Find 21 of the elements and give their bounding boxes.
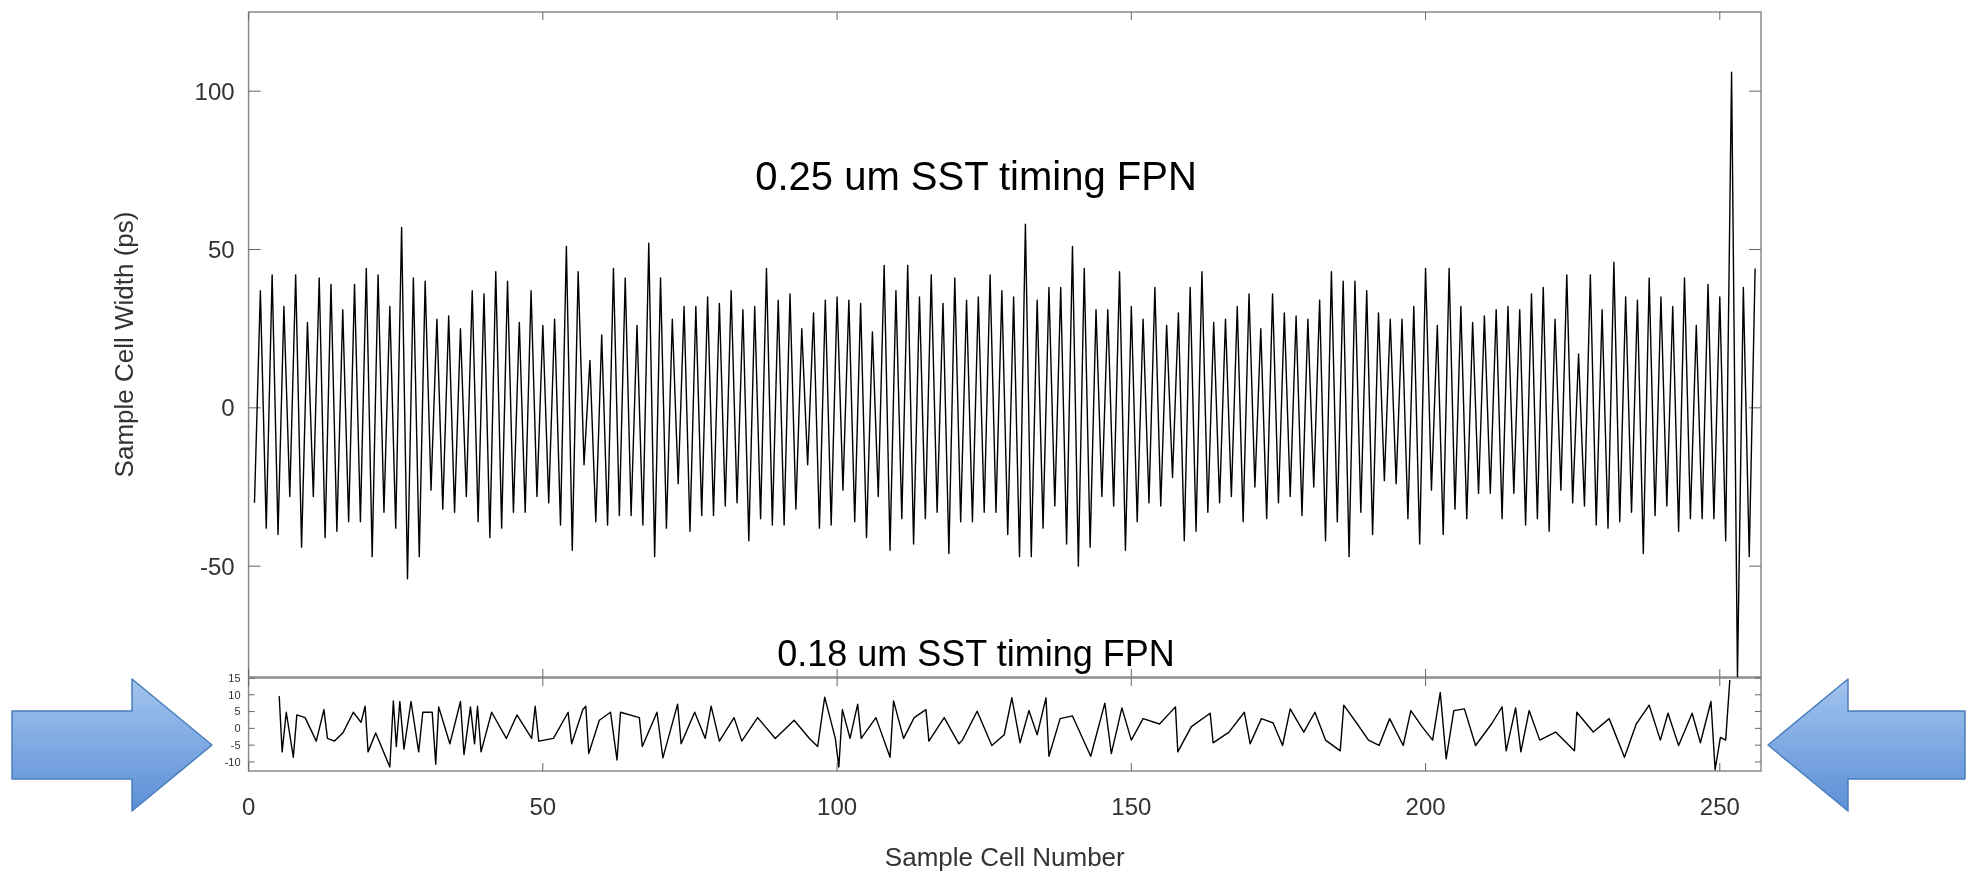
x-tick-label: 100 (817, 793, 858, 820)
x-tick-label: 200 (1405, 793, 1446, 820)
y-tick-label: -50 (199, 552, 235, 580)
line-series (278, 679, 1731, 771)
y-tick-label: 0 (234, 722, 241, 735)
x-tick-label: 50 (529, 793, 557, 820)
line-series (253, 71, 1756, 678)
y-tick-label: 5 (234, 705, 241, 718)
chart-title: 0.18 um SST timing FPN (777, 633, 1175, 674)
y-tick-label: 50 (207, 235, 235, 263)
x-axis-title: Sample Cell Number (884, 842, 1126, 872)
y-tick-label: -5 (230, 739, 241, 751)
y-tick-label: -10 (224, 755, 241, 768)
y-axis-title: Sample Cell Width (ps) (109, 211, 139, 478)
y-tick-label: 15 (228, 671, 241, 684)
text: 0.25 um SST timing FPN (755, 154, 1197, 198)
y-tick-label: 100 (194, 77, 235, 105)
x-tick-label: 150 (1111, 793, 1152, 820)
x-tick-label: 250 (1699, 793, 1740, 820)
y-tick-label: 0 (221, 394, 235, 422)
y-tick-label: 10 (228, 688, 241, 701)
